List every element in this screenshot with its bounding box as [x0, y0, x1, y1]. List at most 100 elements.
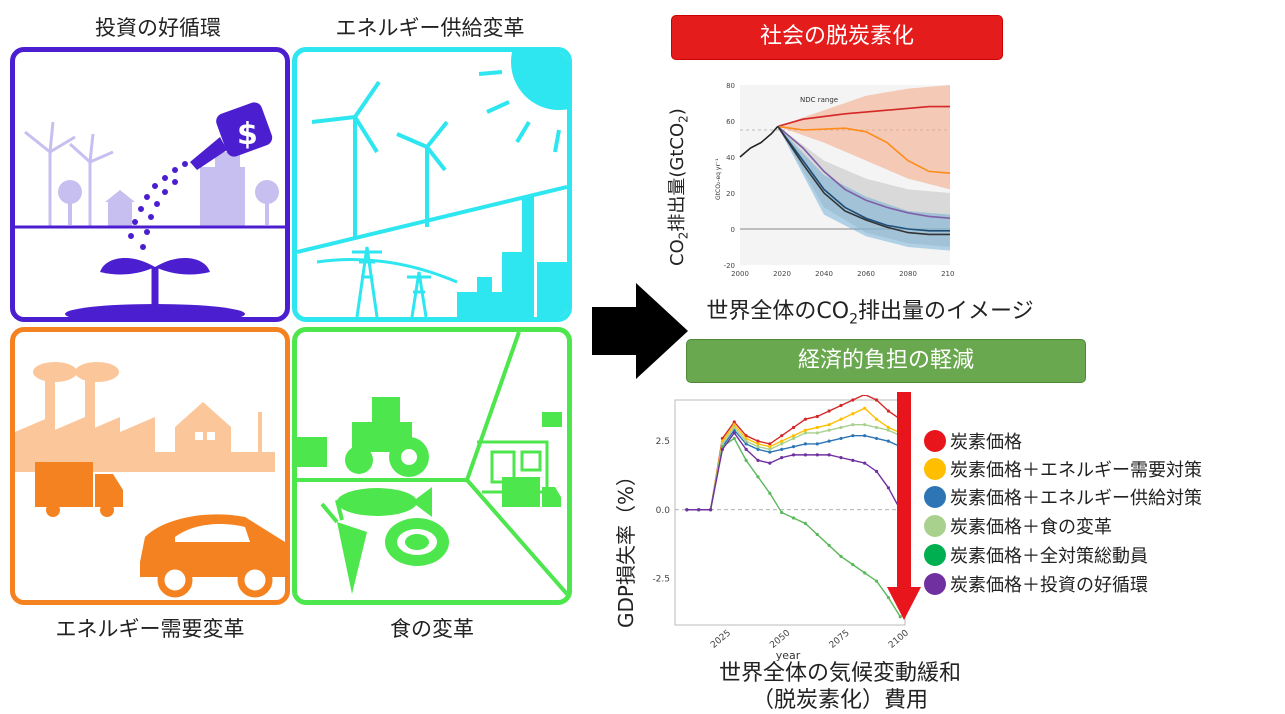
legend-item: 炭素価格＋投資の好循環	[924, 571, 1148, 597]
gdp-data-point	[803, 431, 808, 435]
gdp-data-point	[732, 431, 736, 435]
x-tick-label: 2060	[857, 270, 875, 278]
gdp-data-point	[886, 428, 891, 432]
gdp-data-point	[851, 412, 855, 416]
gdp-data-point	[815, 431, 819, 435]
legend-dot-icon	[924, 573, 946, 595]
gdp-data-point	[732, 423, 736, 427]
x-tick-label: 2020	[773, 270, 791, 278]
gdp-data-point	[756, 475, 760, 479]
gdp-data-point	[815, 414, 819, 419]
gdp-data-point	[886, 486, 891, 490]
gdp-data-point	[756, 445, 760, 449]
ylabel-end: )	[667, 108, 688, 116]
y-tick-label: 0.0	[656, 506, 671, 516]
quadrant-label-energy-supply: エネルギー供給変革	[335, 16, 525, 40]
decarbonization-banner: 社会の脱炭素化	[671, 15, 1003, 60]
caption-sub: 2	[849, 311, 859, 328]
gdp-data-point	[791, 516, 796, 520]
emissions-series-line	[777, 125, 951, 174]
legend-item: 炭素価格＋エネルギー需要対策	[924, 456, 1202, 482]
energy-demand-illustration	[15, 362, 285, 598]
emissions-series-line	[739, 125, 779, 158]
gdp-data-point	[780, 456, 784, 460]
y-tick-label: -2.5	[652, 574, 670, 584]
legend-label: 炭素価格＋全対策総動員	[950, 546, 1148, 567]
ylabel-sub: 2	[676, 231, 691, 240]
energy-supply-illustration	[297, 52, 567, 317]
gdp-data-point	[886, 409, 891, 413]
x-tick-label: 2100	[941, 270, 955, 278]
caption-pre: 世界全体のCO	[706, 299, 850, 324]
x-tick-label: 2080	[899, 270, 917, 278]
gdp-data-point	[886, 439, 891, 443]
gdp-data-point	[851, 398, 855, 402]
energy-supply-panel	[292, 47, 572, 322]
gdp-data-point	[839, 456, 843, 460]
reduction-arrow-icon	[887, 392, 921, 620]
gdp-data-point	[851, 458, 855, 462]
emissions-series-line	[777, 125, 950, 232]
x-tick-label: 2040	[815, 270, 833, 278]
gdp-data-point	[815, 442, 819, 446]
emissions-series-line	[777, 125, 950, 236]
gdp-data-point	[815, 425, 819, 430]
legend-dot-icon	[924, 544, 946, 566]
economic-burden-banner: 経済的負担の軽減	[686, 339, 1086, 383]
emissions-series-line	[777, 125, 951, 219]
gdp-data-point	[874, 436, 879, 441]
svg-text:$: $	[237, 117, 258, 152]
gdp-loss-chart: year -2.5 0.0 2.5 2025 2050 2075 2100	[652, 395, 911, 662]
gdp-data-point	[874, 417, 879, 421]
y-tick-label: 40	[726, 154, 735, 162]
gdp-data-point	[744, 458, 748, 462]
gdp-data-point	[863, 571, 867, 575]
ylabel-prefix: CO	[667, 239, 688, 266]
scenario-legend: 炭素価格 炭素価格＋エネルギー需要対策 炭素価格＋エネルギー供給対策 炭素価格＋…	[924, 428, 1284, 608]
bottom-chart-xlabel: year	[776, 649, 801, 662]
gdp-data-point	[898, 615, 902, 619]
gdp-data-point	[768, 445, 772, 449]
gdp-data-point	[827, 428, 831, 432]
gdp-data-point	[732, 436, 736, 441]
gdp-data-point	[863, 406, 867, 410]
y-tick-label: 80	[726, 82, 735, 90]
x-tick-label: 2025	[709, 628, 733, 650]
gdp-data-point	[803, 442, 808, 446]
gdp-data-point	[780, 510, 784, 515]
gdp-data-point	[827, 543, 831, 548]
gdp-data-point	[839, 425, 843, 430]
legend-label: 炭素価格＋エネルギー需要対策	[950, 460, 1202, 481]
gdp-data-point	[697, 508, 701, 512]
gdp-data-point	[791, 453, 796, 457]
quadrant-label-energy-demand: エネルギー需要変革	[55, 617, 245, 641]
gdp-data-point	[768, 491, 772, 495]
gdp-data-point	[685, 508, 689, 512]
gdp-data-point	[851, 434, 855, 438]
legend-label: 炭素価格＋投資の好循環	[950, 575, 1148, 596]
legend-label: 炭素価格＋食の変革	[950, 517, 1112, 538]
gdp-loss-ylabel: GDP損失率（%）	[614, 466, 638, 628]
gdp-data-point	[708, 508, 713, 512]
gdp-data-point	[732, 425, 736, 430]
gdp-data-point	[780, 439, 784, 443]
emissions-chart: GtCO₂-eq yr⁻¹ NDC range -200204060802000…	[715, 82, 955, 278]
quadrant-label-investment: 投資の好循環	[95, 16, 221, 40]
gdp-data-point	[744, 442, 748, 446]
gdp-data-point	[874, 398, 879, 402]
gdp-data-point	[863, 395, 867, 397]
gdp-data-point	[803, 453, 808, 457]
legend-item: 炭素価格＋全対策総動員	[924, 542, 1148, 568]
gdp-data-point	[768, 450, 772, 454]
gdp-data-point	[803, 428, 808, 432]
flow-arrow-icon	[592, 283, 688, 379]
gdp-data-point	[791, 434, 796, 438]
x-tick-label: 2100	[887, 628, 911, 651]
cost-caption-line2: （脱炭素化）費用	[751, 688, 928, 713]
gdp-data-point	[839, 436, 843, 441]
y-tick-label: -20	[724, 262, 735, 270]
legend-dot-icon	[924, 515, 946, 537]
gdp-data-point	[839, 554, 843, 559]
legend-dot-icon	[924, 486, 946, 508]
gdp-data-point	[874, 579, 879, 583]
